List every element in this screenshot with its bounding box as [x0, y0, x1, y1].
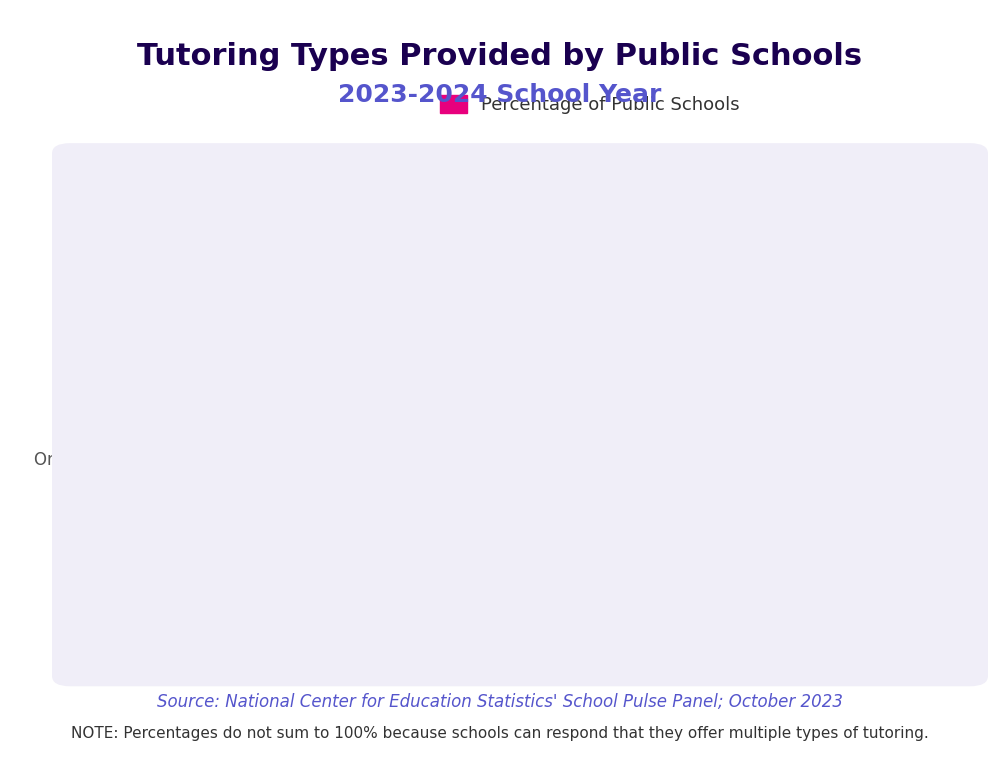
Text: 14: 14 — [428, 378, 455, 397]
Bar — [270, 439, 355, 477]
Bar — [270, 227, 686, 266]
Text: 18: 18 — [471, 589, 498, 608]
FancyBboxPatch shape — [52, 143, 988, 687]
Bar — [270, 297, 825, 336]
Text: Tutoring Types Provided by Public Schools: Tutoring Types Provided by Public School… — [137, 42, 863, 71]
Bar — [270, 579, 462, 618]
Text: 2023-2024 School Year: 2023-2024 School Year — [338, 83, 662, 107]
Bar — [270, 368, 419, 406]
Text: 39: 39 — [695, 237, 722, 256]
Bar — [270, 508, 377, 548]
Text: Source: National Center for Education Statistics' School Pulse Panel; October 20: Source: National Center for Education St… — [157, 693, 843, 710]
Text: 8: 8 — [364, 448, 377, 467]
Text: 52: 52 — [833, 307, 860, 326]
Text: 10: 10 — [385, 518, 412, 538]
Legend: Percentage of Public Schools: Percentage of Public Schools — [433, 88, 747, 121]
Text: NOTE: Percentages do not sum to 100% because schools can respond that they offer: NOTE: Percentages do not sum to 100% bec… — [71, 726, 929, 741]
